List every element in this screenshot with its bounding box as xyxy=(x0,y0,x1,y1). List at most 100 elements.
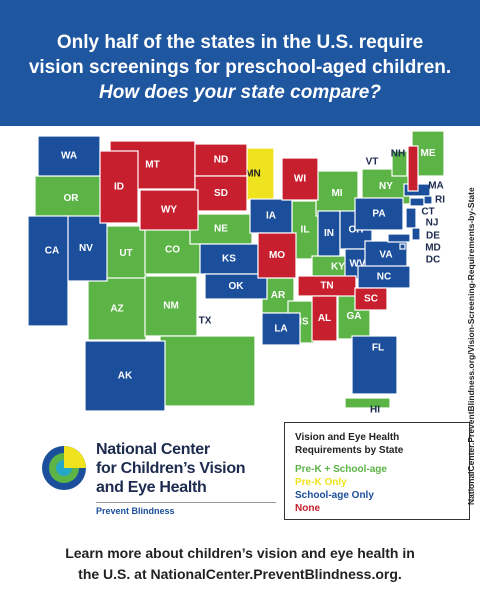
state xyxy=(99,150,139,224)
state xyxy=(37,135,101,177)
state-label: LA xyxy=(274,324,287,335)
footer-line: Learn more about children’s vision and e… xyxy=(65,545,415,561)
legend-item: Pre-K Only xyxy=(295,477,347,488)
footer: Learn more about children’s vision and e… xyxy=(0,543,480,585)
org-name-line: for Children’s Vision xyxy=(96,460,246,477)
state-label: VT xyxy=(366,157,379,168)
state-label: VA xyxy=(379,250,392,261)
state xyxy=(199,243,259,275)
state-label: CA xyxy=(45,246,59,257)
legend-item: None xyxy=(295,503,320,514)
state xyxy=(399,243,406,250)
state-label: MS xyxy=(294,317,309,328)
state xyxy=(315,170,359,217)
state xyxy=(354,197,404,231)
state-label: ID xyxy=(114,182,124,193)
title-line: Only half of the states in the U.S. requ… xyxy=(56,32,424,53)
state-label: ND xyxy=(214,155,228,166)
state-label: NH xyxy=(391,149,405,160)
state-label: RI xyxy=(435,195,445,206)
state xyxy=(139,189,199,231)
legend-title: Vision and Eye Health Requirements by St… xyxy=(295,432,404,456)
state xyxy=(64,215,108,282)
state-label: NC xyxy=(377,272,391,283)
state-label: PA xyxy=(372,209,385,220)
state-label: MT xyxy=(145,160,159,171)
tagline: Prevent Blindness xyxy=(96,502,276,516)
state-label: NM xyxy=(163,301,179,312)
state xyxy=(411,227,421,241)
state xyxy=(159,335,256,407)
state-label: WA xyxy=(61,151,77,162)
state xyxy=(351,335,398,395)
org-name-line: and Eye Health xyxy=(96,479,207,496)
state xyxy=(34,175,108,222)
state-label: OK xyxy=(229,281,245,292)
state-label: GA xyxy=(347,311,362,322)
state xyxy=(27,215,69,327)
state-label: IN xyxy=(324,228,334,239)
state-label: DE xyxy=(426,231,440,242)
footer-line: the U.S. at NationalCenter.PreventBlindn… xyxy=(78,566,402,582)
state-label: KS xyxy=(222,254,236,265)
state xyxy=(84,340,166,412)
state-label: AL xyxy=(318,313,331,324)
legend: Vision and Eye Health Requirements by St… xyxy=(284,422,470,520)
side-url: NationalCenter.PreventBlindness.org/Visi… xyxy=(466,187,476,505)
org-name: National Center for Children’s Vision an… xyxy=(96,440,276,497)
state-label: NY xyxy=(379,181,393,192)
state-label: AZ xyxy=(110,304,123,315)
state xyxy=(387,233,411,243)
state xyxy=(311,295,338,342)
state-label: ME xyxy=(421,148,436,159)
state-label: MN xyxy=(245,169,261,180)
state xyxy=(204,273,268,300)
state xyxy=(391,150,408,177)
state xyxy=(409,197,425,207)
state-label: MA xyxy=(428,181,444,192)
state xyxy=(354,287,388,311)
state xyxy=(104,225,148,282)
state xyxy=(257,232,297,279)
legend-item: Pre-K + School-age xyxy=(295,464,387,475)
state-label: OR xyxy=(64,193,80,204)
state-label: FL xyxy=(372,343,384,354)
legend-item: School-age Only xyxy=(295,490,374,501)
state-label: WV xyxy=(349,259,365,270)
state-label: SC xyxy=(364,294,378,305)
state xyxy=(405,207,417,229)
state-label: IL xyxy=(301,225,310,236)
state xyxy=(281,157,319,201)
header: Only half of the states in the U.S. requ… xyxy=(0,0,480,126)
state-label: NJ xyxy=(426,218,439,229)
logo-icon xyxy=(42,446,86,490)
state-label: DC xyxy=(426,255,440,266)
state-label: CO xyxy=(165,245,180,256)
state xyxy=(261,312,301,346)
state-label: WY xyxy=(161,205,177,216)
state-label: MI xyxy=(331,188,342,199)
state-label: AR xyxy=(271,290,286,301)
state-label: TN xyxy=(320,281,333,292)
state-label: TX xyxy=(199,316,212,327)
state-label: HI xyxy=(370,405,380,416)
state-label: CT xyxy=(421,207,434,218)
state-label: AK xyxy=(118,371,133,382)
state-label: MO xyxy=(269,250,285,261)
state-label: MD xyxy=(425,243,441,254)
state-label: KY xyxy=(331,262,345,273)
state xyxy=(423,195,433,205)
state xyxy=(249,198,293,234)
state-label: NE xyxy=(214,224,228,235)
state xyxy=(407,145,419,192)
state-label: SD xyxy=(214,188,228,199)
org-name-line: National Center xyxy=(96,441,210,458)
subtitle: How does your state compare? xyxy=(99,82,381,103)
us-map: OR UT CO AZ NM TX NE AR MS IL MI KY GA NY VT ME HI MN WA NV… xyxy=(27,130,445,416)
state-label: WI xyxy=(294,174,306,185)
state xyxy=(344,397,391,409)
state-label: NV xyxy=(79,243,93,254)
state-label: UT xyxy=(119,248,132,259)
title-line: vision screenings for preschool-aged chi… xyxy=(28,57,452,78)
